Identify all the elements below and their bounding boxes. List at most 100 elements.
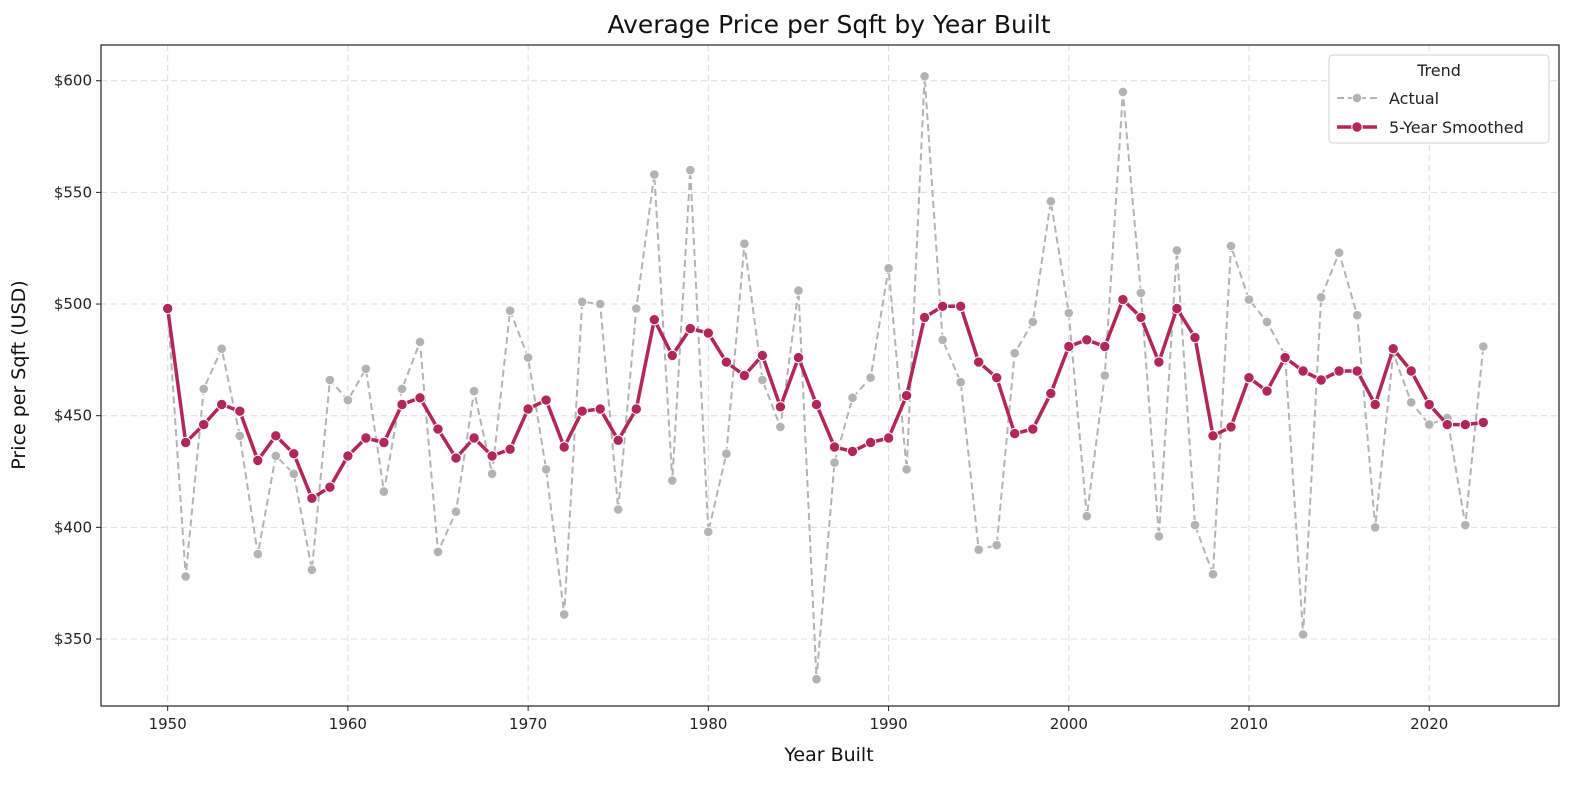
data-point — [540, 464, 552, 475]
data-point — [739, 238, 750, 249]
data-point — [1333, 365, 1345, 377]
data-point — [360, 363, 372, 375]
data-point — [846, 445, 859, 458]
data-point — [270, 430, 282, 442]
data-point — [504, 443, 516, 455]
data-point — [1459, 418, 1472, 431]
data-point — [1063, 307, 1075, 319]
data-point — [829, 457, 840, 468]
data-point — [306, 564, 318, 576]
data-point — [450, 506, 462, 518]
y-tick-label: $500 — [54, 295, 92, 313]
data-point — [1189, 331, 1201, 344]
data-point — [703, 526, 714, 538]
data-point — [162, 302, 174, 315]
data-point — [1297, 629, 1309, 640]
chart-title: Average Price per Sqft by Year Built — [607, 10, 1050, 39]
data-point — [900, 389, 913, 402]
data-point — [216, 343, 227, 355]
series-layer — [162, 71, 1490, 685]
y-tick-label: $550 — [54, 183, 92, 201]
data-point — [216, 398, 228, 411]
data-point — [1207, 430, 1219, 442]
data-point — [1387, 343, 1399, 355]
y-axis-title: Price per Sqft (USD) — [8, 280, 30, 469]
x-tick-label: 2020 — [1410, 715, 1448, 733]
grid-lines — [101, 45, 1559, 706]
legend: Trend Actual 5-Year Smoothed — [1328, 54, 1550, 144]
data-point — [378, 436, 390, 449]
data-point — [1369, 522, 1381, 533]
data-point — [1477, 416, 1490, 429]
x-tick-label: 2010 — [1230, 715, 1268, 733]
data-point — [342, 450, 354, 462]
data-point — [1153, 356, 1165, 368]
data-point — [396, 383, 408, 395]
series-line — [166, 75, 1485, 681]
data-point — [1189, 519, 1201, 531]
data-point — [288, 468, 300, 480]
data-point — [1135, 311, 1147, 324]
data-point — [918, 311, 931, 324]
data-point — [558, 609, 570, 620]
data-point — [504, 305, 516, 317]
data-point — [288, 448, 300, 460]
data-point — [702, 327, 714, 339]
data-point — [1135, 287, 1147, 299]
data-point — [1009, 427, 1021, 440]
data-point — [1423, 419, 1435, 430]
legend-title: Trend — [1416, 61, 1461, 80]
data-point — [180, 571, 191, 582]
data-point — [1261, 316, 1273, 328]
y-tick-label: $400 — [54, 518, 92, 536]
data-point — [1153, 531, 1165, 542]
data-point — [1423, 398, 1435, 411]
data-point — [919, 71, 930, 82]
data-point — [1441, 418, 1454, 431]
data-point — [667, 475, 678, 486]
data-point — [1243, 294, 1255, 305]
data-point — [648, 314, 660, 326]
data-point — [955, 300, 967, 312]
data-point — [685, 164, 696, 176]
data-point — [468, 385, 480, 397]
data-point — [630, 403, 642, 415]
data-point — [378, 486, 390, 497]
data-point — [576, 405, 588, 417]
data-point — [234, 405, 246, 417]
data-point — [883, 263, 894, 274]
data-point — [1063, 340, 1075, 353]
data-point — [1027, 316, 1039, 328]
data-point — [774, 401, 787, 413]
data-point — [1405, 365, 1417, 377]
data-point — [522, 352, 534, 363]
data-point — [828, 441, 841, 453]
legend-marker-actual — [1351, 92, 1363, 104]
data-point — [955, 376, 967, 388]
series-smoothed — [162, 293, 1490, 504]
data-point — [468, 432, 480, 444]
data-point — [270, 450, 282, 462]
data-point — [1171, 302, 1183, 315]
data-point — [1207, 568, 1219, 580]
data-point — [1117, 293, 1129, 306]
data-point — [180, 436, 192, 449]
data-point — [486, 450, 498, 462]
data-point — [1315, 292, 1327, 303]
data-point — [576, 296, 588, 308]
data-point — [306, 492, 318, 504]
data-point — [432, 423, 444, 435]
data-point — [594, 403, 606, 415]
data-point — [414, 392, 426, 404]
data-point — [882, 432, 895, 444]
data-point — [720, 356, 733, 368]
data-point — [1351, 309, 1363, 321]
data-point — [1243, 372, 1255, 384]
legend-box — [1328, 54, 1550, 144]
data-point — [414, 336, 426, 348]
legend-label-actual: Actual — [1389, 89, 1439, 108]
data-point — [1315, 374, 1327, 386]
legend-marker-smoothed — [1351, 121, 1363, 133]
data-point — [522, 403, 534, 415]
data-point — [1027, 423, 1039, 435]
